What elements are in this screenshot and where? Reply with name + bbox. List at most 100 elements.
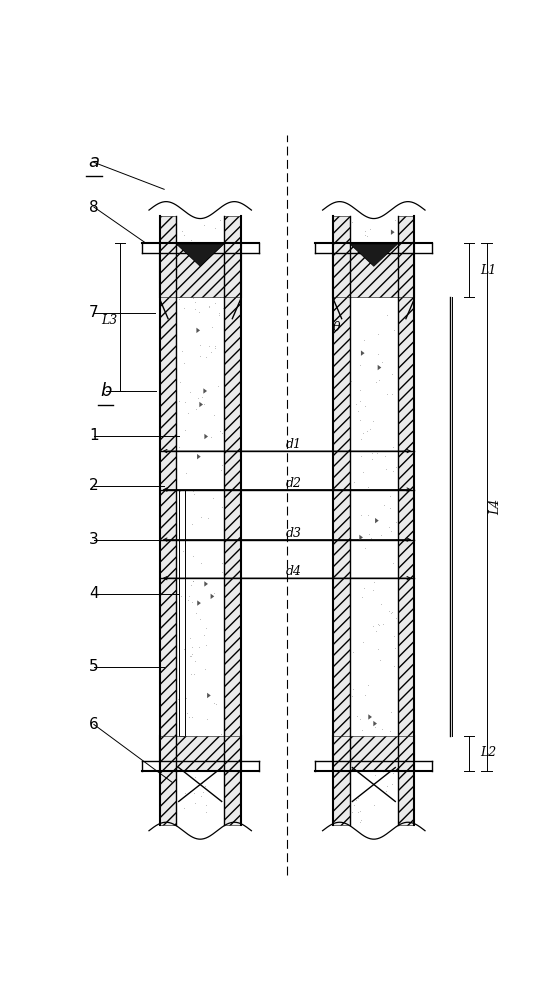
Point [357, 507, 366, 523]
Point [190, 486, 199, 502]
Polygon shape [215, 257, 218, 263]
Point [363, 760, 372, 776]
Point [217, 251, 226, 267]
Point [347, 214, 356, 230]
Point [211, 280, 220, 296]
Point [361, 262, 370, 278]
Point [199, 217, 208, 233]
Point [361, 223, 370, 239]
Point [216, 735, 225, 751]
Bar [160, 243, 241, 297]
Point [186, 286, 195, 302]
Point [211, 752, 220, 768]
Point [214, 759, 223, 775]
Point [180, 785, 189, 801]
Point [211, 696, 220, 712]
Point [355, 382, 364, 398]
Point [207, 344, 216, 360]
Point [200, 661, 209, 677]
Text: a: a [88, 153, 99, 171]
Point [190, 795, 199, 811]
Point [374, 346, 382, 362]
Point [383, 752, 392, 768]
Point [191, 252, 200, 268]
Point [176, 792, 185, 808]
Polygon shape [384, 749, 387, 754]
Point [353, 790, 362, 806]
Point [386, 757, 395, 773]
Polygon shape [190, 262, 193, 268]
Polygon shape [207, 693, 211, 698]
Point [363, 677, 372, 693]
Point [383, 307, 392, 323]
Point [190, 748, 199, 764]
Polygon shape [355, 766, 359, 771]
Point [381, 783, 390, 799]
Point [370, 574, 379, 590]
Point [176, 588, 185, 604]
Point [354, 247, 363, 263]
Point [367, 445, 376, 461]
Point [180, 758, 189, 774]
Point [361, 540, 370, 556]
Point [194, 304, 203, 320]
Point [188, 516, 197, 532]
Point [363, 507, 372, 523]
Point [180, 736, 189, 752]
Bar [333, 216, 350, 825]
Point [175, 374, 184, 390]
Point [391, 531, 400, 547]
Point [174, 249, 183, 265]
Point [374, 616, 382, 632]
Point [218, 253, 227, 269]
Point [358, 759, 367, 775]
Point [357, 748, 366, 764]
Polygon shape [215, 738, 219, 743]
Point [386, 758, 395, 774]
Polygon shape [367, 756, 371, 762]
Text: L3: L3 [101, 314, 117, 327]
Point [186, 255, 195, 271]
Polygon shape [211, 594, 214, 599]
Point [352, 741, 361, 757]
Point [195, 337, 204, 353]
Point [207, 742, 216, 758]
Point [351, 245, 360, 261]
Point [353, 531, 362, 547]
Point [188, 286, 197, 302]
Polygon shape [192, 752, 195, 757]
Point [363, 479, 372, 495]
Point [351, 736, 360, 752]
Text: 4: 4 [89, 586, 99, 601]
Point [195, 611, 204, 627]
Bar [398, 216, 414, 825]
Point [369, 413, 378, 429]
Point [175, 439, 184, 455]
Point [183, 241, 192, 257]
Text: 6: 6 [89, 717, 99, 732]
Point [365, 748, 374, 764]
Point [175, 676, 184, 692]
Polygon shape [176, 244, 224, 266]
Point [185, 783, 194, 799]
Point [184, 271, 193, 287]
Point [360, 687, 369, 703]
Point [185, 648, 194, 664]
Point [352, 256, 361, 272]
Point [386, 730, 395, 746]
Point [361, 735, 370, 751]
Point [380, 264, 389, 280]
Point [218, 457, 227, 473]
Point [217, 726, 226, 742]
Point [179, 543, 188, 559]
Point [214, 305, 223, 321]
Point [201, 804, 210, 820]
Point [381, 461, 390, 477]
Point [369, 752, 378, 768]
Point [184, 709, 193, 725]
Point [389, 755, 398, 771]
Text: 1: 1 [89, 428, 99, 443]
Point [385, 500, 394, 516]
Polygon shape [372, 754, 375, 759]
Point [379, 616, 388, 632]
